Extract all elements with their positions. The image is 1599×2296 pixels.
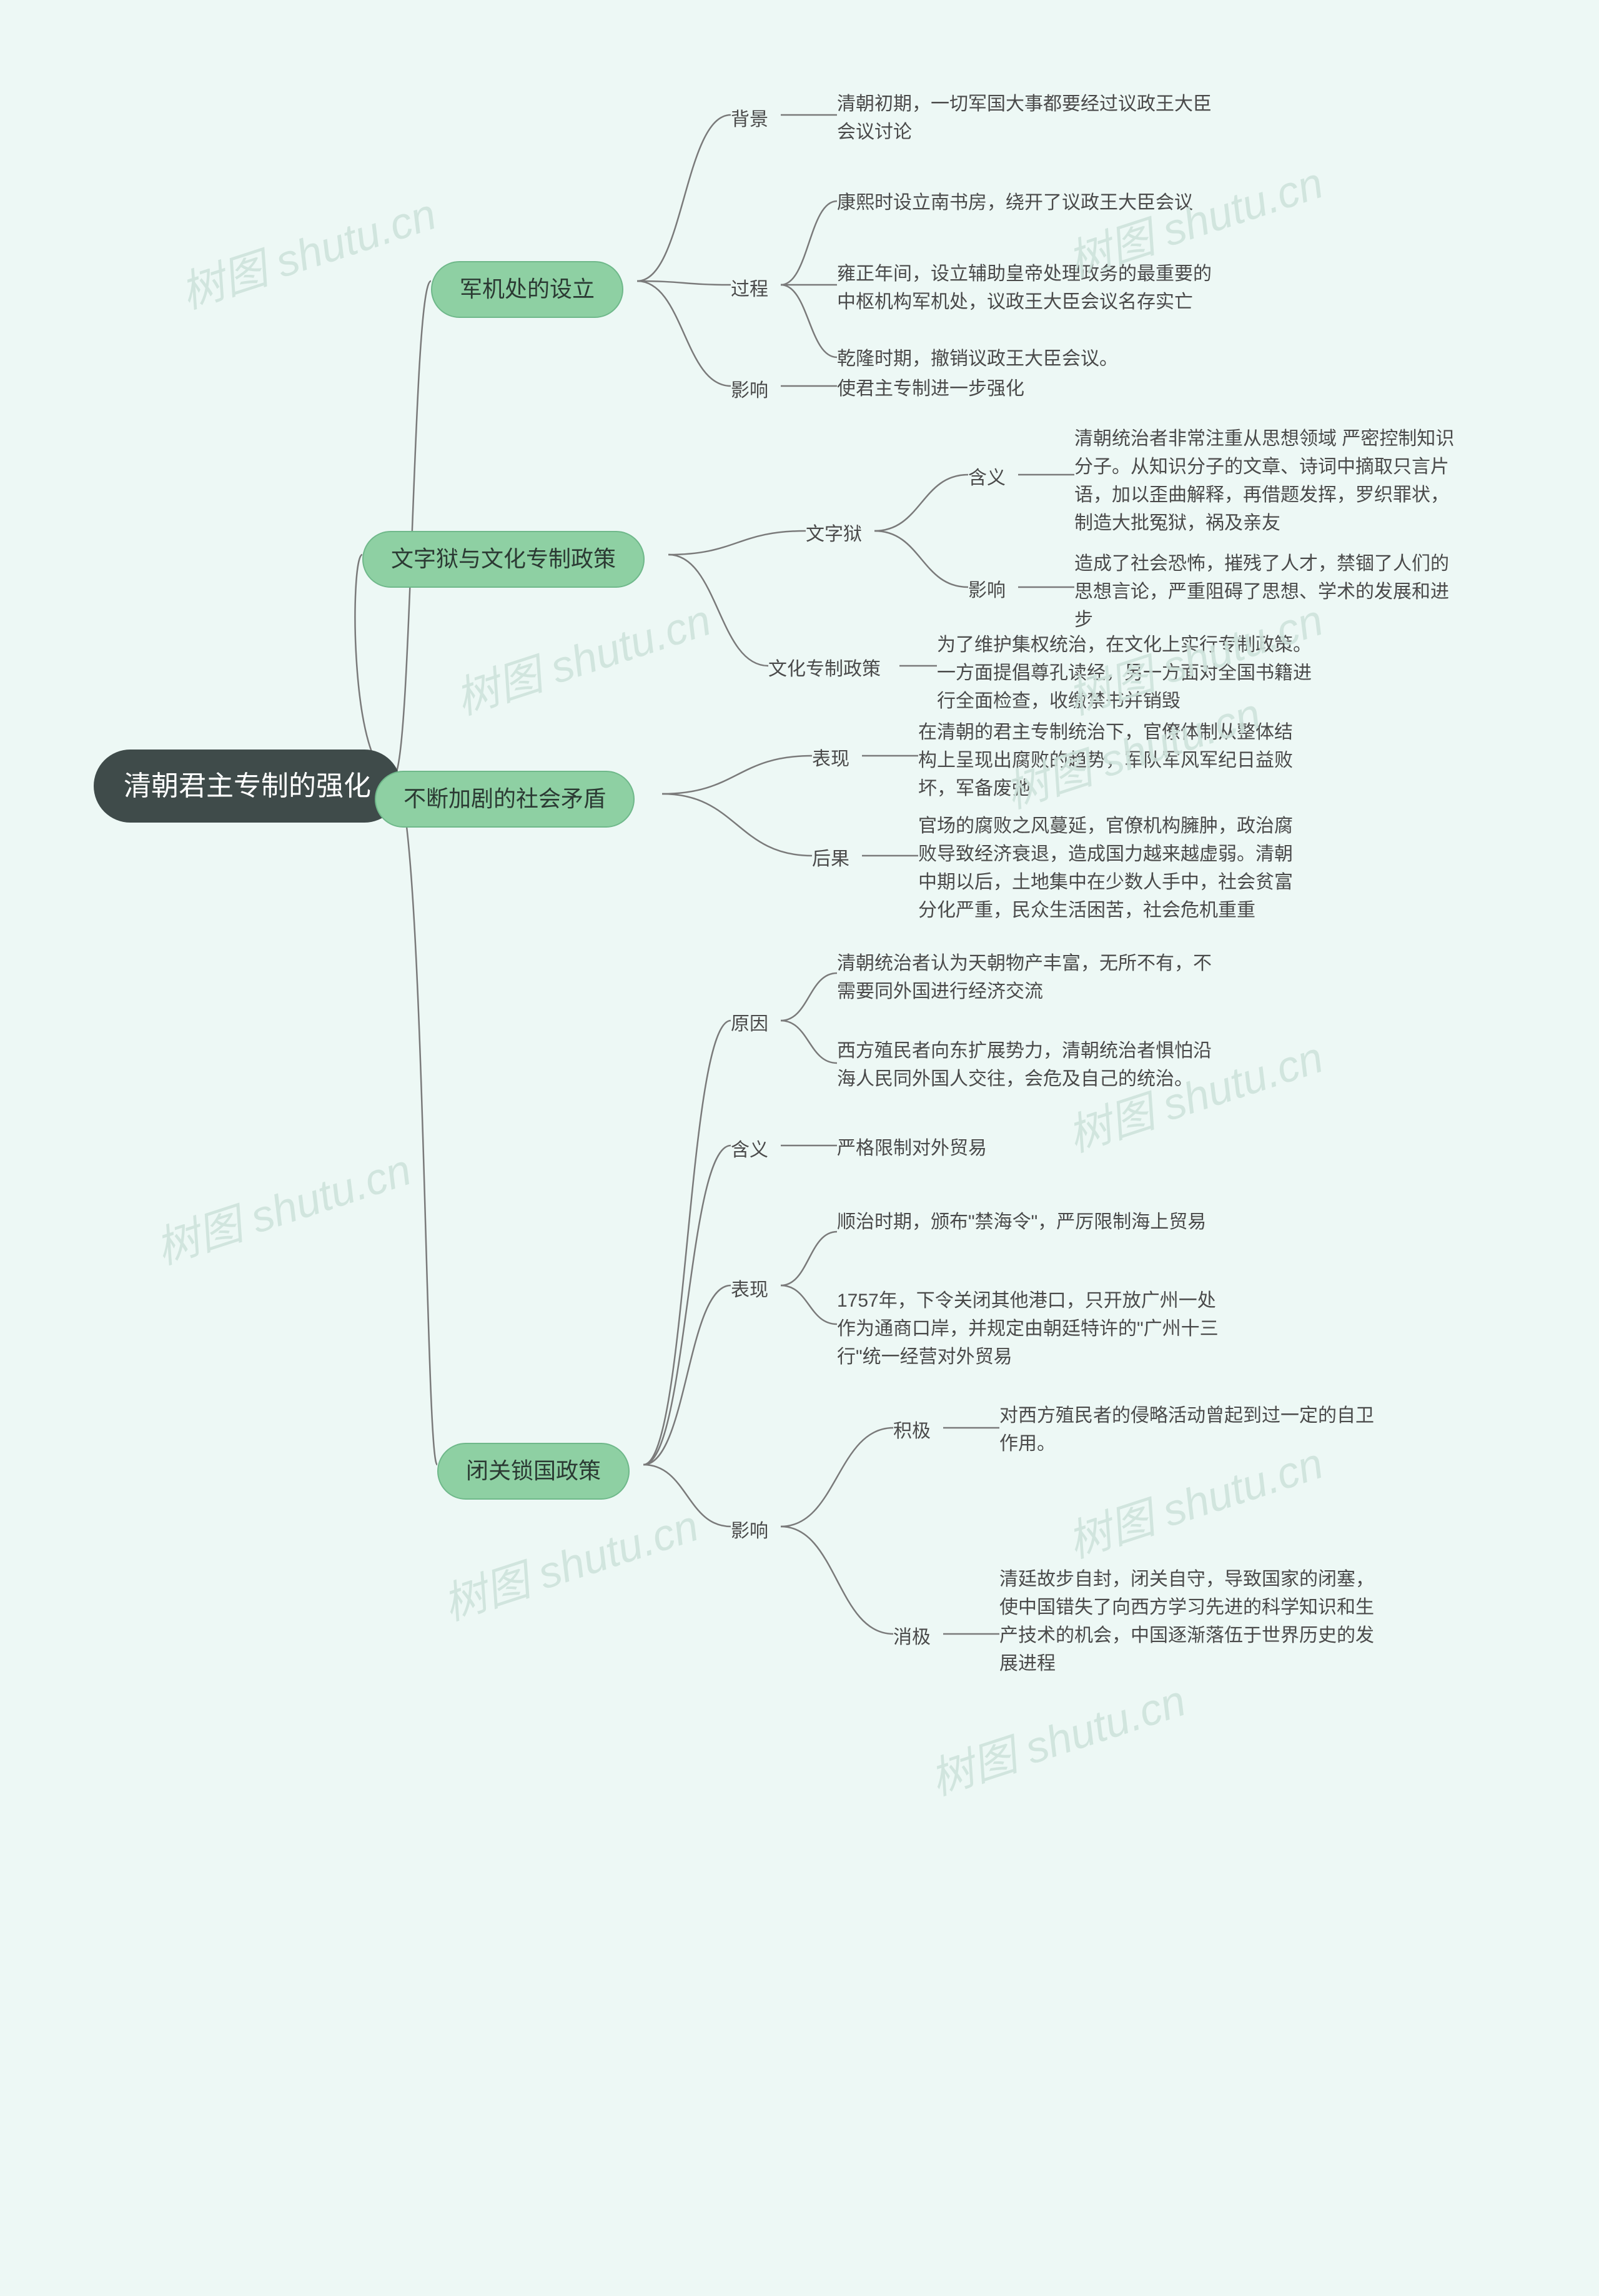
mindmap-leaf: 清廷故步自封，闭关自守，导致国家的闭塞，使中国错失了向西方学习先进的科学知识和生… xyxy=(999,1565,1387,1678)
mindmap-leaf: 顺治时期，颁布"禁海令"，严厉限制海上贸易 xyxy=(837,1208,1206,1236)
mindmap-label: 消极 xyxy=(893,1621,931,1649)
mindmap-label: 影响 xyxy=(968,575,1006,602)
mindmap-label: 积极 xyxy=(893,1415,931,1443)
mindmap-leaf: 为了维护集权统治，在文化上实行专制政策。一方面提倡尊孔读经，另一方面对全国书籍进… xyxy=(937,631,1324,715)
mindmap-leaf: 清朝统治者非常注重从思想领域 严密控制知识分子。从知识分子的文章、诗词中摘取只言… xyxy=(1074,425,1462,537)
mindmap-leaf: 使君主专制进一步强化 xyxy=(837,375,1024,403)
mindmap-label: 文字狱 xyxy=(806,518,862,546)
mindmap-leaf: 康熙时设立南书房，绕开了议政王大臣会议 xyxy=(837,189,1193,217)
mindmap-leaf: 1757年，下令关闭其他港口，只开放广州一处作为通商口岸，并规定由朝廷特许的"广… xyxy=(837,1287,1224,1371)
mindmap-label: 影响 xyxy=(731,375,768,402)
mindmap-leaf: 对西方殖民者的侵略活动曾起到过一定的自卫作用。 xyxy=(999,1402,1387,1458)
mindmap-label: 表现 xyxy=(812,743,849,771)
mindmap-label: 过程 xyxy=(731,274,768,301)
mindmap-leaf: 西方殖民者向东扩展势力，清朝统治者惧怕沿海人民同外国人交往，会危及自己的统治。 xyxy=(837,1037,1224,1093)
branch-node: 闭关锁国政策 xyxy=(437,1443,630,1500)
mindmap-leaf: 造成了社会恐怖，摧残了人才，禁锢了人们的思想言论，严重阻碍了思想、学术的发展和进… xyxy=(1074,550,1462,634)
watermark: 树图 shutu.cn xyxy=(172,179,443,321)
mindmap-leaf: 乾隆时期，撤销议政王大臣会议。 xyxy=(837,345,1118,373)
root-node: 清朝君主专制的强化 xyxy=(94,750,401,823)
mindmap-connectors xyxy=(0,0,1599,2296)
mindmap-label: 原因 xyxy=(731,1008,768,1036)
mindmap-label: 背景 xyxy=(731,104,768,131)
mindmap-label: 后果 xyxy=(812,843,849,871)
mindmap-label: 影响 xyxy=(731,1515,768,1543)
mindmap-leaf: 清朝统治者认为天朝物产丰富，无所不有，不需要同外国进行经济交流 xyxy=(837,949,1224,1006)
mindmap-leaf: 雍正年间，设立辅助皇帝处理政务的最重要的中枢机构军机处，议政王大臣会议名存实亡 xyxy=(837,260,1224,316)
mindmap-label: 文化专制政策 xyxy=(768,653,881,681)
mindmap-label: 表现 xyxy=(731,1274,768,1302)
watermark: 树图 shutu.cn xyxy=(921,1666,1193,1808)
mindmap-leaf: 严格限制对外贸易 xyxy=(837,1134,987,1162)
mindmap-leaf: 在清朝的君主专制统治下，官僚体制从整体结构上呈现出腐败的趋势，军队军风军纪日益败… xyxy=(918,718,1305,803)
mindmap-leaf: 清朝初期，一切军国大事都要经过议政王大臣会议讨论 xyxy=(837,90,1224,146)
mindmap-label: 含义 xyxy=(968,462,1006,490)
watermark: 树图 shutu.cn xyxy=(434,1491,706,1633)
branch-node: 文字狱与文化专制政策 xyxy=(362,531,645,588)
mindmap-label: 含义 xyxy=(731,1134,768,1162)
branch-node: 军机处的设立 xyxy=(431,261,623,318)
watermark: 树图 shutu.cn xyxy=(447,585,718,727)
watermark: 树图 shutu.cn xyxy=(147,1135,418,1277)
branch-node: 不断加剧的社会矛盾 xyxy=(375,771,635,828)
mindmap-leaf: 官场的腐败之风蔓延，官僚机构臃肿，政治腐败导致经济衰退，造成国力越来越虚弱。清朝… xyxy=(918,812,1305,924)
